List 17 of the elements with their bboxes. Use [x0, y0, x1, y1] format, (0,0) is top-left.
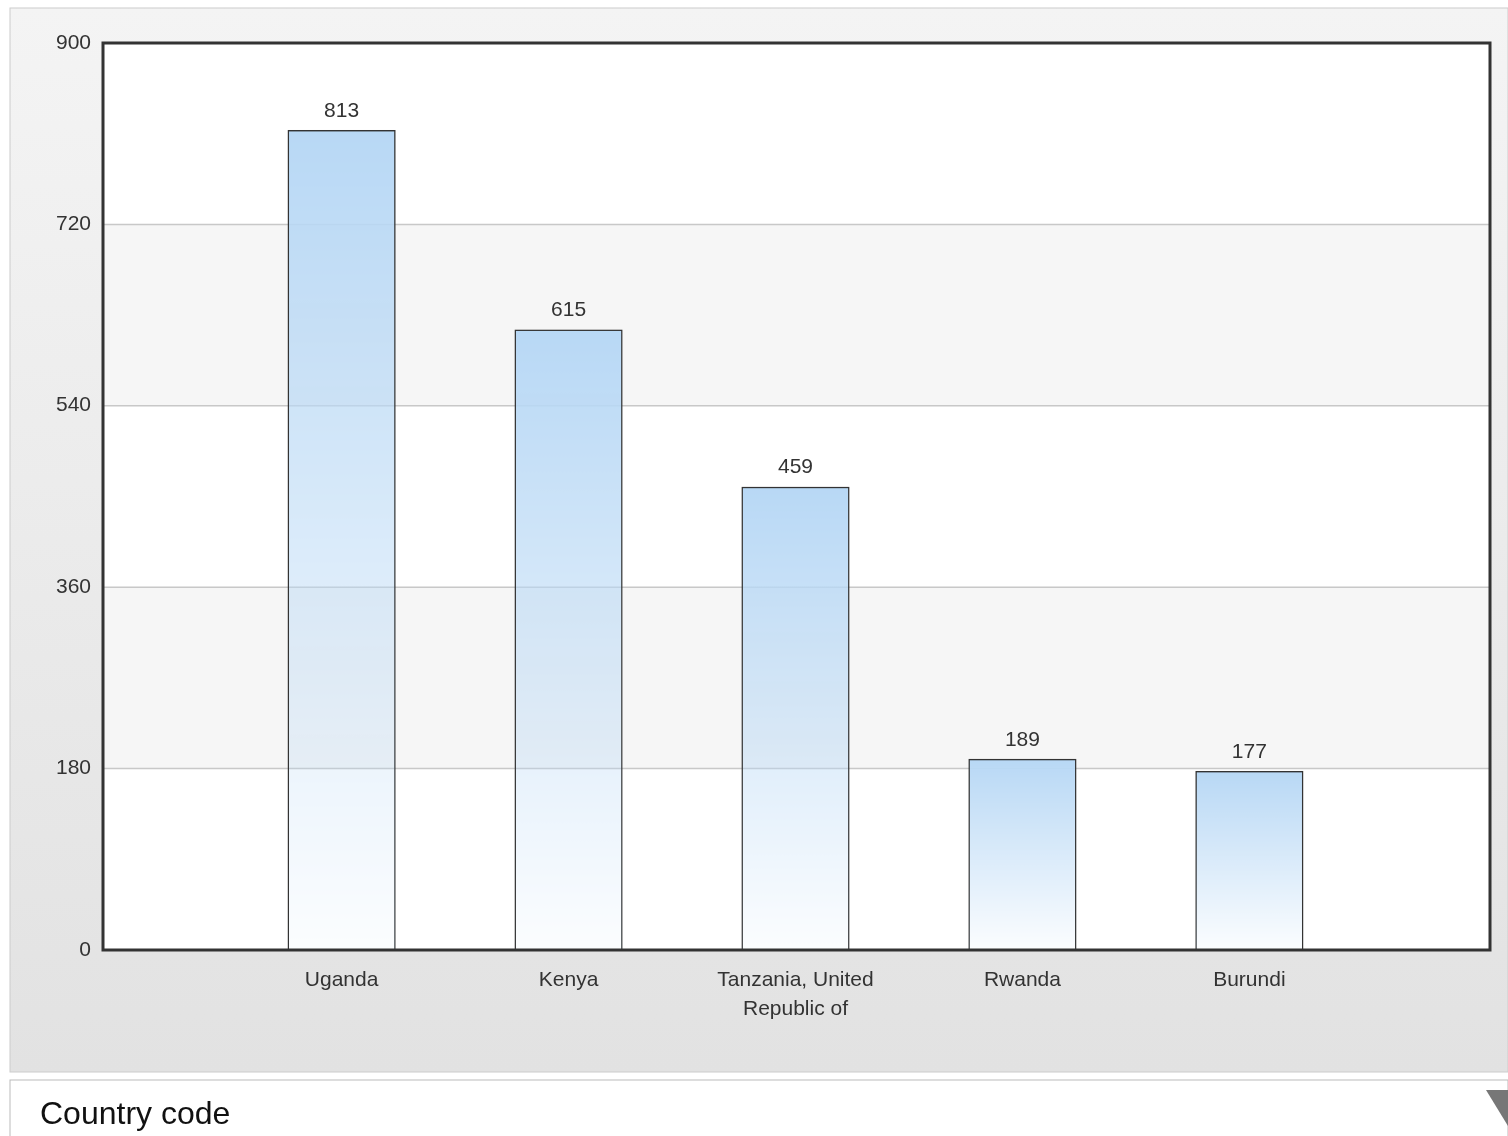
data-label: 177 [1231, 738, 1267, 762]
data-label: 459 [777, 454, 814, 478]
x-tick-label: Tanzania, United Republic of [717, 967, 874, 1019]
x-tick-label: Burundi [1213, 967, 1286, 990]
y-tick-label: 900 [55, 29, 91, 53]
y-tick-label: 0 [79, 936, 91, 960]
y-tick-label: 180 [55, 755, 91, 779]
y-tick-label: 720 [55, 210, 91, 234]
x-tick-label: Uganda [304, 967, 379, 990]
data-label: 189 [1004, 726, 1040, 750]
x-tick-label: Kenya [538, 967, 599, 990]
y-tick-label: 360 [55, 573, 91, 597]
x-tick-label: Rwanda [983, 967, 1062, 990]
x-axis-title: Country code [40, 1095, 231, 1131]
data-label: 813 [324, 97, 360, 121]
data-label: 615 [551, 297, 587, 321]
y-tick-label: 540 [55, 392, 91, 416]
